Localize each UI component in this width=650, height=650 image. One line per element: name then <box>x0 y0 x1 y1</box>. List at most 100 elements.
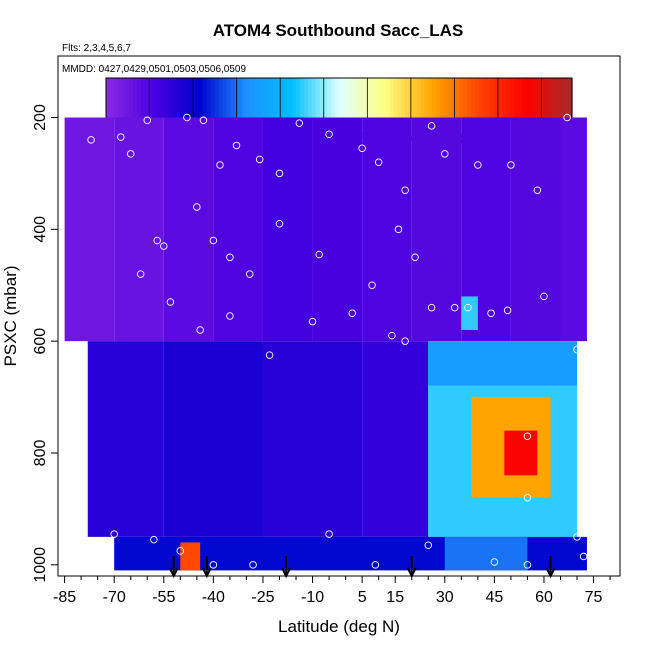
colorbar-segment <box>463 78 468 118</box>
sample-point <box>368 281 376 289</box>
colorbar-segment <box>447 78 453 118</box>
colorbar-segment <box>168 78 173 118</box>
colorbar-segment <box>160 78 165 118</box>
colorbar-segment <box>521 78 526 118</box>
y-axis-label: PSXC (mbar) <box>1 265 20 366</box>
colorbar-segment <box>249 78 255 118</box>
colorbar-segment <box>292 78 297 118</box>
colorbar-segment <box>436 78 441 118</box>
colorbar-segment <box>362 78 367 118</box>
sample-point <box>503 306 512 315</box>
colorbar-segment <box>109 78 115 118</box>
colorbar-segment <box>257 78 262 118</box>
sample-point <box>563 113 571 122</box>
colorbar-segment <box>459 78 464 118</box>
colorbar-segment <box>525 78 530 118</box>
colorbar-segment <box>144 78 150 118</box>
sample-point <box>196 326 204 334</box>
colorbar-segment <box>513 78 519 118</box>
heatmap-cell <box>163 341 263 537</box>
colorbar-segment <box>253 78 259 118</box>
colorbar-segment <box>490 78 495 118</box>
colorbar-segment <box>366 78 371 118</box>
colorbar-segment <box>505 78 511 118</box>
colorbar-segment <box>191 78 196 118</box>
x-tick-label: 60 <box>535 589 553 606</box>
colorbar-segment <box>509 78 515 118</box>
heatmap-cell <box>510 117 561 342</box>
sample-point <box>464 303 472 312</box>
sample-point <box>424 541 433 549</box>
colorbar-segment <box>183 78 189 118</box>
sample-point <box>573 533 581 541</box>
colorbar-segment <box>323 78 328 118</box>
colorbar-segment <box>428 78 433 118</box>
sample-point <box>315 250 323 259</box>
sample-point <box>265 351 274 359</box>
colorbar: 102030405060708090100 <box>105 77 573 148</box>
heatmap-cell <box>114 117 164 342</box>
colorbar-segment <box>156 78 161 118</box>
colorbar-segment <box>385 78 391 118</box>
y-tick-label: 200 <box>32 104 49 131</box>
sample-point <box>401 337 409 345</box>
colorbar-segment <box>370 78 375 118</box>
colorbar-segment <box>471 78 476 118</box>
colorbar-segment <box>354 78 360 118</box>
sample-point <box>325 130 333 139</box>
colorbar-segment <box>203 78 208 118</box>
heatmap-cell <box>213 117 263 342</box>
heatmap-cell <box>411 117 462 342</box>
colorbar-segment <box>265 78 270 118</box>
colorbar-segment <box>342 78 348 118</box>
colorbar-segment <box>113 78 119 118</box>
colorbar-segment <box>272 78 278 118</box>
sample-point <box>249 561 257 569</box>
dates-subtitle: MMDD: 0427,0429,0501,0503,0506,0509 <box>62 64 246 75</box>
colorbar-segment <box>179 78 185 118</box>
sample-points <box>87 113 588 569</box>
sample-point <box>358 144 366 153</box>
sample-point <box>199 116 208 125</box>
colorbar-segment <box>172 78 177 118</box>
colorbar-segment <box>416 78 422 118</box>
colorbar-segment <box>556 78 561 118</box>
colorbar-segment <box>164 78 169 118</box>
colorbar-segment <box>245 78 251 118</box>
colorbar-segment <box>125 78 130 118</box>
colorbar-segment <box>420 78 426 118</box>
sample-point <box>150 535 158 544</box>
colorbar-segment <box>401 78 406 118</box>
sample-point <box>209 561 218 569</box>
colorbar-segment <box>288 78 293 118</box>
colorbar-segment <box>358 78 363 118</box>
sample-point <box>523 493 532 502</box>
y-tick-label: 600 <box>32 328 49 355</box>
colorbar-segment <box>486 78 492 118</box>
colorbar-segment <box>540 78 546 118</box>
heatmap-cell <box>362 341 429 537</box>
colorbar-segment <box>304 78 309 118</box>
x-tick-label: 30 <box>436 589 454 606</box>
sample-point <box>110 530 118 538</box>
sample-point <box>325 530 333 538</box>
colorbar-segment <box>455 78 460 118</box>
colorbar-segment <box>214 78 220 118</box>
colorbar-segment <box>117 78 123 118</box>
sample-point <box>507 161 515 169</box>
x-tick-label: -40 <box>202 589 225 606</box>
colorbar-segment <box>548 78 554 118</box>
colorbar-segment <box>552 78 558 118</box>
sample-point <box>245 270 254 278</box>
x-tick-label: -10 <box>301 589 324 606</box>
colorbar-segment <box>315 78 321 118</box>
sample-point <box>183 113 191 122</box>
colorbar-segment <box>284 78 290 118</box>
colorbar-segment <box>482 78 488 118</box>
colorbar-segment <box>106 78 111 118</box>
heatmap-cell <box>560 117 587 342</box>
sample-point <box>136 270 145 278</box>
sample-point <box>427 122 436 130</box>
colorbar-segment <box>533 78 538 118</box>
